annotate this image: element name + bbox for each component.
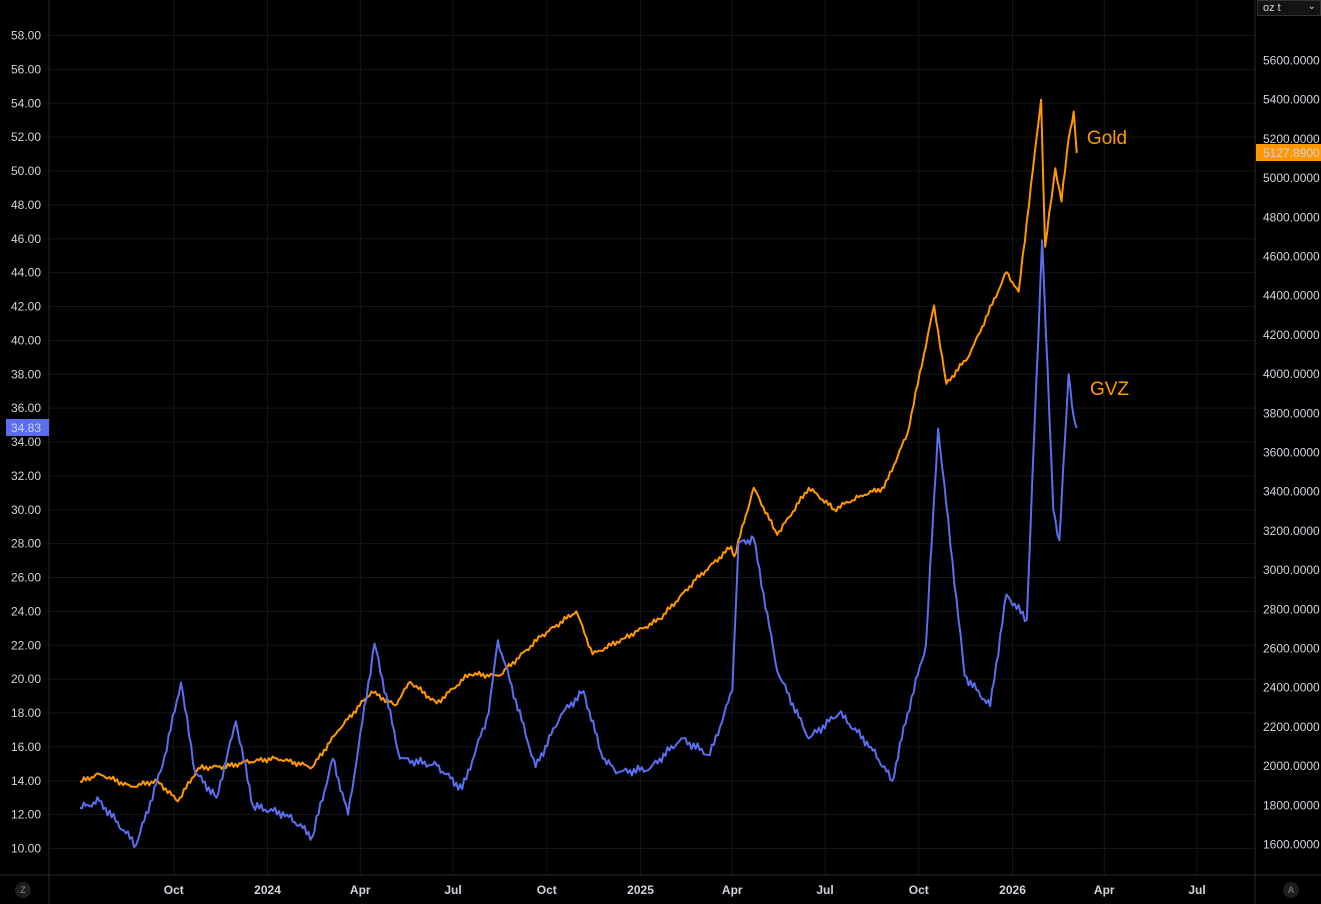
log-scale-toggle-button[interactable]: Z bbox=[15, 882, 31, 898]
time-axis-tick-label: Apr bbox=[350, 883, 371, 897]
last-value-badge-gold bbox=[1256, 144, 1321, 162]
left-axis-tick-label: 38.00 bbox=[11, 367, 41, 381]
series-line-gvz bbox=[79, 239, 1078, 849]
log-scale-label: Z bbox=[20, 885, 26, 895]
left-axis-tick-label: 46.00 bbox=[11, 232, 41, 246]
left-axis-tick-label: 28.00 bbox=[11, 537, 41, 551]
time-axis-tick-label: Oct bbox=[909, 883, 929, 897]
auto-scale-toggle-button[interactable]: A bbox=[1283, 882, 1299, 898]
right-axis-tick-label: 4800.0000 bbox=[1263, 210, 1320, 224]
left-axis-tick-label: 52.00 bbox=[11, 130, 41, 144]
right-axis-tick-label: 2200.0000 bbox=[1263, 720, 1320, 734]
annotation-gold: Gold bbox=[1087, 128, 1127, 149]
last-value-badge-gvz bbox=[6, 418, 49, 436]
time-axis-tick-label: Jul bbox=[816, 883, 833, 897]
chevron-down-icon: ⌄ bbox=[1307, 1, 1316, 12]
left-price-axis[interactable]: 10.00 12.00 14.00 16.00 18.00 20.00 22.00 24.00… bbox=[11, 29, 41, 856]
right-axis-tick-label: 3200.0000 bbox=[1263, 524, 1320, 538]
right-axis-tick-label: 4400.0000 bbox=[1263, 289, 1320, 303]
left-axis-tick-label: 26.00 bbox=[11, 571, 41, 585]
time-axis-tick-label: Apr bbox=[1094, 883, 1115, 897]
left-axis-tick-label: 22.00 bbox=[11, 638, 41, 652]
right-axis-tick-label: 4000.0000 bbox=[1263, 367, 1320, 381]
series-annotations: Gold GVZ bbox=[1087, 128, 1130, 400]
left-axis-tick-label: 14.00 bbox=[11, 774, 41, 788]
left-axis-tick-label: 30.00 bbox=[11, 503, 41, 517]
left-axis-tick-label: 18.00 bbox=[11, 706, 41, 720]
left-axis-tick-label: 12.00 bbox=[11, 808, 41, 822]
left-axis-tick-label: 20.00 bbox=[11, 672, 41, 686]
left-axis-tick-label: 34.00 bbox=[11, 435, 41, 449]
right-axis-tick-label: 3800.0000 bbox=[1263, 406, 1320, 420]
left-axis-tick-label: 44.00 bbox=[11, 266, 41, 280]
time-axis[interactable]: Oct 2024 Apr Jul Oct 2025 Apr Jul Oct 2026 Apr Jul bbox=[164, 883, 1206, 897]
right-axis-tick-label: 5000.0000 bbox=[1263, 171, 1320, 185]
time-axis-tick-label: Jul bbox=[1188, 883, 1205, 897]
time-axis-tick-label: Jul bbox=[444, 883, 461, 897]
last-value-label-gold: 5127.8900 bbox=[1263, 146, 1320, 160]
left-axis-tick-label: 56.00 bbox=[11, 62, 41, 76]
right-axis-tick-label: 1600.0000 bbox=[1263, 838, 1320, 852]
time-axis-tick-label: 2024 bbox=[254, 883, 281, 897]
series-line-gold bbox=[79, 98, 1078, 803]
unit-dropdown[interactable]: oz t ⌄ bbox=[1257, 0, 1321, 16]
time-axis-tick-label: 2026 bbox=[999, 883, 1026, 897]
right-axis-tick-label: 2400.0000 bbox=[1263, 681, 1320, 695]
time-axis-tick-label: Oct bbox=[164, 883, 184, 897]
left-axis-tick-label: 24.00 bbox=[11, 604, 41, 618]
right-axis-tick-label: 4200.0000 bbox=[1263, 328, 1320, 342]
left-axis-tick-label: 36.00 bbox=[11, 401, 41, 415]
time-axis-tick-label: 2025 bbox=[627, 883, 654, 897]
right-axis-tick-label: 3000.0000 bbox=[1263, 563, 1320, 577]
series-lines bbox=[79, 98, 1078, 849]
right-axis-tick-label: 3600.0000 bbox=[1263, 446, 1320, 460]
auto-scale-label: A bbox=[1287, 885, 1294, 895]
right-axis-tick-label: 5600.0000 bbox=[1263, 54, 1320, 68]
left-axis-tick-label: 58.00 bbox=[11, 29, 41, 43]
left-axis-tick-label: 50.00 bbox=[11, 164, 41, 178]
right-axis-tick-label: 2600.0000 bbox=[1263, 642, 1320, 656]
left-axis-tick-label: 10.00 bbox=[11, 842, 41, 856]
left-axis-tick-label: 40.00 bbox=[11, 333, 41, 347]
right-axis-tick-label: 1800.0000 bbox=[1263, 798, 1320, 812]
left-axis-tick-label: 54.00 bbox=[11, 96, 41, 110]
right-axis-tick-label: 5400.0000 bbox=[1263, 93, 1320, 107]
left-axis-tick-label: 48.00 bbox=[11, 198, 41, 212]
right-axis-tick-label: 3400.0000 bbox=[1263, 485, 1320, 499]
unit-label: oz t bbox=[1263, 2, 1281, 14]
left-axis-tick-label: 42.00 bbox=[11, 300, 41, 314]
right-price-axis[interactable]: 1600.0000 1800.0000 2000.0000 2200.0000 2400… bbox=[1263, 54, 1320, 852]
left-axis-tick-label: 32.00 bbox=[11, 469, 41, 483]
right-axis-tick-label: 2800.0000 bbox=[1263, 602, 1320, 616]
last-value-label-gvz: 34.83 bbox=[11, 421, 41, 435]
right-axis-tick-label: 4600.0000 bbox=[1263, 250, 1320, 264]
annotation-gvz: GVZ bbox=[1090, 379, 1129, 400]
time-axis-tick-label: Oct bbox=[537, 883, 557, 897]
left-axis-tick-label: 16.00 bbox=[11, 740, 41, 754]
right-axis-tick-label: 5200.0000 bbox=[1263, 132, 1320, 146]
right-axis-tick-label: 2000.0000 bbox=[1263, 759, 1320, 773]
time-axis-tick-label: Apr bbox=[722, 883, 743, 897]
last-value-labels: 5127.8900 34.83 bbox=[6, 144, 1321, 436]
